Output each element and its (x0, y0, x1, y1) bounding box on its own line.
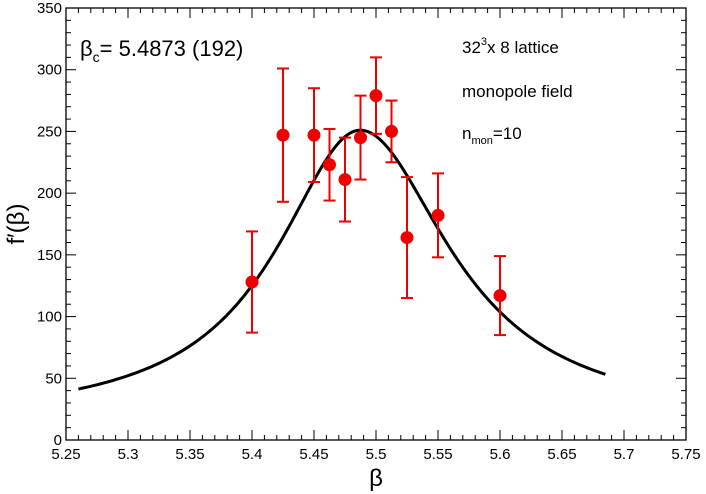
x-tick-label: 5.55 (423, 446, 452, 463)
data-point (323, 158, 336, 172)
y-tick-label: 50 (45, 370, 62, 387)
data-point (369, 89, 383, 103)
data-points (245, 89, 507, 303)
lattice-rest: x 8 lattice (487, 38, 559, 57)
y-tick-label: 300 (37, 62, 62, 79)
nmon-subscript: mon (471, 135, 492, 147)
x-tick-label: 5.5 (366, 446, 387, 463)
data-point (493, 289, 507, 303)
x-tick-labels: 5.25 5.3 5.35 5.4 5.45 5.5 5.55 5.6 5.65 5.7 5.75 (51, 446, 700, 463)
y-tick-label: 100 (37, 309, 62, 326)
fit-curve (78, 128, 606, 391)
fit-curve-layer (78, 128, 606, 391)
field-annotation: monopole field (462, 82, 573, 101)
x-tick-label: 5.45 (299, 446, 328, 463)
x-tick-label: 5.75 (671, 446, 700, 463)
y-tick-label: 200 (37, 185, 62, 202)
nmon-rest: =10 (493, 124, 522, 143)
data-point (307, 128, 321, 142)
y-tick-label: 250 (37, 123, 62, 140)
x-tick-label: 5.6 (490, 446, 511, 463)
beta-c-symbol: β (80, 36, 93, 61)
data-point (245, 275, 259, 289)
beta-c-annotation: βc= 5.4873 (192) (80, 36, 243, 65)
y-tick-labels: 0 50 100 150 200 250 300 350 (37, 0, 62, 449)
y-tick-label: 150 (37, 247, 62, 264)
x-tick-label: 5.3 (118, 446, 139, 463)
x-tick-label: 5.25 (51, 446, 80, 463)
data-point (385, 124, 398, 138)
y-tick-label: 350 (37, 0, 62, 17)
lattice-annotation: 323x 8 lattice (462, 36, 559, 57)
beta-c-subscript: c (93, 49, 100, 65)
data-point (400, 231, 414, 245)
data-point (338, 173, 352, 187)
data-point (431, 208, 445, 222)
x-tick-label: 5.65 (547, 446, 576, 463)
lattice-base: 32 (462, 38, 481, 57)
x-axis-title: β (369, 465, 383, 492)
data-point (354, 131, 367, 145)
beta-c-value: = 5.4873 (192) (100, 36, 244, 61)
y-tick-label: 0 (54, 432, 62, 449)
lattice-superscript: 3 (481, 36, 487, 48)
data-point (276, 128, 290, 142)
x-tick-label: 5.4 (242, 446, 263, 463)
x-tick-label: 5.35 (175, 446, 204, 463)
y-axis-title: f′(β) (3, 204, 30, 245)
tick-marks (65, 7, 687, 441)
nmon-annotation: nmon=10 (462, 124, 522, 147)
x-tick-label: 5.7 (614, 446, 635, 463)
nmon-base: n (462, 124, 471, 143)
